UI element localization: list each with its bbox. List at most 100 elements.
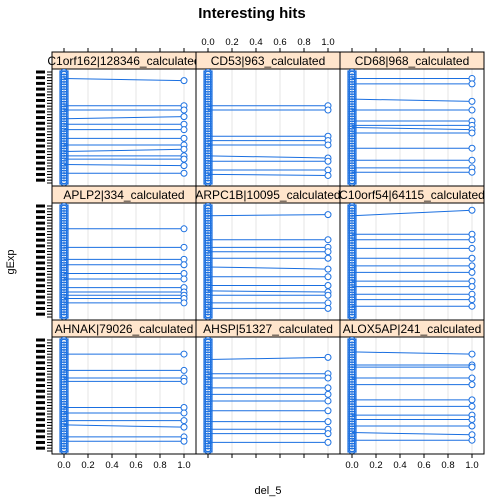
panel-5: C10orf54|64115_calculated <box>339 185 485 321</box>
panel-2: CD68|968_calculated <box>339 51 485 187</box>
point-at-zero <box>204 445 212 452</box>
point-at-zero <box>204 174 212 182</box>
point-at-zero <box>348 432 356 440</box>
point-at-zero <box>204 90 212 98</box>
point-at-zero <box>348 90 356 98</box>
point-at-zero <box>204 435 212 443</box>
point-at-zero <box>348 415 356 423</box>
point-at-zero <box>204 371 212 378</box>
point-at-zero <box>348 169 356 177</box>
point-at-zero <box>348 373 356 381</box>
point-at-zero <box>60 432 68 440</box>
point-at-zero <box>204 93 212 101</box>
point-at-zero <box>60 239 68 247</box>
point-at-zero <box>348 410 356 418</box>
point-at-one <box>180 299 188 307</box>
point-at-zero <box>204 125 212 133</box>
point-at-one <box>468 402 476 410</box>
point-at-zero <box>204 343 212 351</box>
point-at-zero <box>348 266 356 274</box>
point-at-zero <box>60 159 68 167</box>
point-at-zero <box>60 313 68 320</box>
point-at-zero <box>204 398 212 406</box>
series-line <box>63 148 185 152</box>
point-at-zero <box>204 271 212 279</box>
x-tick-label-bottom: 0.6 <box>129 460 142 471</box>
point-at-zero <box>204 95 212 103</box>
point-at-zero <box>348 174 356 182</box>
point-at-zero <box>60 177 68 184</box>
point-at-zero <box>204 122 212 130</box>
point-at-zero <box>60 343 68 351</box>
point-at-zero <box>204 75 212 83</box>
point-at-one <box>468 422 476 430</box>
point-at-zero <box>204 420 212 428</box>
point-at-zero <box>348 368 356 376</box>
point-at-zero <box>60 224 68 232</box>
point-at-zero <box>60 346 68 354</box>
point-at-zero <box>60 366 68 374</box>
point-at-zero <box>204 88 212 96</box>
ticks-layer: 0.0 0.2 0.4 0.6 0.8 1.0 0.0 0.2 0.4 0.6 0.8 1.0 0.0 0… <box>36 37 479 471</box>
point-at-zero <box>348 442 356 450</box>
point-at-zero <box>204 408 212 415</box>
panel-strip-label: APLP2|334_calculated <box>63 188 184 202</box>
point-at-zero <box>60 219 68 227</box>
point-at-zero <box>348 339 356 346</box>
series-line <box>207 266 329 270</box>
point-at-one <box>324 291 332 299</box>
point-at-zero <box>348 274 356 281</box>
series-line <box>207 173 329 176</box>
point-at-zero <box>204 112 212 120</box>
y-tick-label-mark <box>36 306 45 310</box>
x-tick-label-top: 0.4 <box>249 37 262 48</box>
point-at-zero <box>348 157 356 165</box>
point-at-zero <box>204 224 212 232</box>
point-at-zero <box>60 303 68 311</box>
panel-frame <box>195 185 341 321</box>
point-at-one <box>324 304 332 312</box>
point-at-zero <box>204 145 212 152</box>
point-at-zero <box>348 376 356 383</box>
panel-frame <box>339 319 485 455</box>
point-at-zero <box>204 283 212 291</box>
point-at-zero <box>60 214 68 222</box>
point-at-zero <box>60 388 68 396</box>
point-at-zero <box>348 232 356 240</box>
point-at-zero <box>60 71 68 78</box>
point-at-zero <box>60 80 68 88</box>
point-at-one <box>468 156 476 164</box>
point-at-one <box>468 80 476 88</box>
point-at-zero <box>348 343 356 351</box>
point-at-zero <box>204 147 212 155</box>
y-tick-label-mark <box>36 284 45 288</box>
point-at-zero <box>204 222 212 230</box>
panels-layer: C1orf162|128346_calculated CD53|963_calcu… <box>47 51 485 455</box>
point-at-zero <box>60 341 68 349</box>
y-tick-label-mark <box>36 121 45 125</box>
point-at-zero <box>60 103 68 110</box>
point-at-zero <box>204 217 212 225</box>
y-tick-label-mark <box>36 395 45 399</box>
panel-frame <box>195 51 341 187</box>
point-at-zero <box>348 390 356 398</box>
series-line <box>351 127 473 131</box>
point-at-zero <box>60 142 68 150</box>
y-tick-label-mark <box>36 167 45 171</box>
point-at-zero <box>204 115 212 123</box>
point-at-zero <box>348 73 356 81</box>
point-at-zero <box>204 308 212 316</box>
point-at-zero <box>60 417 68 425</box>
point-at-zero <box>60 447 68 454</box>
point-at-zero <box>348 205 356 212</box>
point-at-zero <box>204 403 212 411</box>
y-tick-label-mark <box>36 312 45 316</box>
point-at-one <box>468 97 476 105</box>
point-at-zero <box>204 301 212 309</box>
point-at-zero <box>204 293 212 301</box>
point-at-zero <box>348 356 356 364</box>
point-at-one <box>324 211 332 219</box>
panel-strip-label: ALOX5AP|241_calculated <box>343 322 482 336</box>
point-at-zero <box>60 376 68 383</box>
point-at-one <box>468 129 476 137</box>
